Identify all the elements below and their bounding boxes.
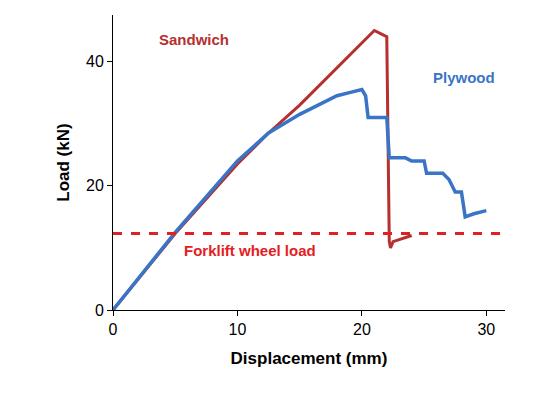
svg-text:20: 20 <box>353 321 371 338</box>
svg-text:30: 30 <box>477 321 495 338</box>
svg-text:40: 40 <box>86 53 104 70</box>
svg-text:Sandwich: Sandwich <box>159 31 229 48</box>
svg-text:Plywood: Plywood <box>433 69 495 86</box>
svg-text:Forklift wheel load: Forklift wheel load <box>184 242 316 259</box>
svg-text:Displacement (mm): Displacement (mm) <box>231 349 388 368</box>
svg-text:20: 20 <box>86 177 104 194</box>
svg-text:0: 0 <box>109 321 118 338</box>
svg-text:Load (kN): Load (kN) <box>54 123 73 201</box>
svg-text:10: 10 <box>229 321 247 338</box>
svg-text:0: 0 <box>95 302 104 319</box>
